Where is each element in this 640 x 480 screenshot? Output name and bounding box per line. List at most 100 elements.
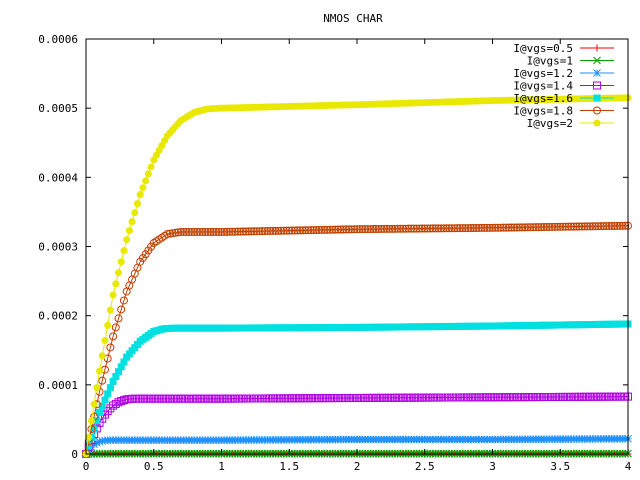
filled-square-marker bbox=[98, 402, 106, 410]
filled-circle-marker bbox=[96, 367, 104, 375]
circle-marker bbox=[222, 227, 231, 236]
filled-circle-marker bbox=[144, 170, 152, 178]
x-tick-label: 4 bbox=[625, 460, 632, 473]
x-tick-label: 0 bbox=[83, 460, 90, 473]
circle-marker bbox=[190, 227, 199, 236]
filled-circle-marker bbox=[139, 184, 147, 192]
circle-marker bbox=[602, 222, 611, 231]
circle-marker bbox=[534, 223, 543, 232]
filled-square-marker bbox=[101, 396, 109, 404]
circle-marker bbox=[488, 223, 497, 232]
x-tick-label: 2 bbox=[354, 460, 361, 473]
filled-circle-marker bbox=[593, 119, 601, 127]
circle-marker bbox=[393, 224, 402, 233]
circle-marker bbox=[236, 227, 245, 236]
star-marker bbox=[90, 440, 98, 449]
circle-marker bbox=[431, 224, 440, 233]
circle-marker bbox=[496, 223, 505, 232]
filled-square-marker bbox=[117, 363, 125, 371]
circle-marker bbox=[447, 224, 456, 233]
circle-marker bbox=[266, 226, 275, 235]
circle-marker bbox=[428, 224, 437, 233]
circle-marker bbox=[350, 225, 359, 234]
circle-marker bbox=[539, 223, 548, 232]
star-marker bbox=[98, 437, 107, 445]
circle-marker bbox=[518, 223, 527, 232]
circle-marker bbox=[507, 223, 516, 232]
y-tick-label: 0.0003 bbox=[38, 241, 78, 254]
circle-marker bbox=[445, 224, 454, 233]
filled-circle-marker bbox=[117, 258, 125, 266]
circle-marker bbox=[621, 221, 630, 230]
square-marker bbox=[117, 397, 126, 406]
circle-marker bbox=[474, 223, 483, 232]
circle-marker bbox=[163, 230, 172, 239]
square-marker bbox=[114, 398, 123, 407]
filled-circle-marker bbox=[142, 177, 150, 185]
filled-square-marker bbox=[593, 94, 601, 102]
circle-marker bbox=[117, 305, 126, 314]
series-7 bbox=[82, 94, 632, 458]
circle-marker bbox=[285, 226, 294, 235]
y-tick-label: 0.0006 bbox=[38, 33, 78, 46]
circle-marker bbox=[537, 223, 546, 232]
series-2 bbox=[82, 449, 632, 458]
legend-label: I@vgs=1.4 bbox=[513, 80, 573, 93]
circle-marker bbox=[287, 226, 296, 235]
circle-marker bbox=[491, 223, 500, 232]
plus-marker bbox=[593, 44, 601, 52]
circle-marker bbox=[241, 227, 250, 236]
x-tick-label: 0.5 bbox=[144, 460, 164, 473]
filled-circle-marker bbox=[87, 417, 95, 425]
circle-marker bbox=[374, 224, 383, 233]
circle-marker bbox=[168, 229, 177, 238]
circle-marker bbox=[377, 224, 386, 233]
circle-marker bbox=[556, 222, 565, 231]
filled-circle-marker bbox=[106, 306, 114, 314]
circle-marker bbox=[390, 224, 399, 233]
circle-marker bbox=[277, 226, 286, 235]
legend-item-1: I@vgs=0.5 bbox=[513, 42, 614, 55]
filled-circle-marker bbox=[128, 218, 136, 226]
circle-marker bbox=[293, 226, 302, 235]
axis-layer: 0 0.5 1 1.5 2 2.5 3 3.5 4 0 0.0001 0.0002 0.0003 0.00… bbox=[38, 33, 631, 473]
circle-marker bbox=[353, 225, 361, 234]
circle-marker bbox=[401, 224, 410, 233]
circle-marker bbox=[553, 222, 562, 231]
x-tick-label: 2.5 bbox=[415, 460, 435, 473]
circle-marker bbox=[407, 224, 416, 233]
circle-marker bbox=[363, 225, 372, 234]
circle-marker bbox=[347, 225, 356, 234]
circle-marker bbox=[233, 227, 242, 236]
circle-marker bbox=[548, 222, 557, 231]
circle-marker bbox=[369, 225, 378, 234]
circle-marker bbox=[521, 223, 530, 232]
circle-marker bbox=[593, 106, 601, 115]
circle-marker bbox=[315, 225, 324, 234]
circle-marker bbox=[111, 323, 120, 332]
circle-marker bbox=[290, 226, 299, 235]
star-marker bbox=[593, 69, 601, 77]
circle-marker bbox=[184, 227, 193, 236]
circle-marker bbox=[575, 222, 584, 231]
circle-marker bbox=[182, 227, 191, 236]
circle-marker bbox=[412, 224, 421, 233]
circle-marker bbox=[258, 227, 267, 236]
legend-item-3: I@vgs=1.2 bbox=[513, 67, 614, 80]
y-tick-label: 0.0002 bbox=[38, 310, 78, 323]
legend-label: I@vgs=1.8 bbox=[513, 105, 573, 118]
star-marker bbox=[95, 437, 104, 446]
circle-marker bbox=[279, 226, 288, 235]
series-4 bbox=[82, 392, 632, 458]
filled-square-marker bbox=[104, 390, 112, 398]
circle-marker bbox=[187, 227, 196, 236]
filled-circle-marker bbox=[115, 269, 123, 277]
circle-marker bbox=[502, 223, 511, 232]
circle-marker bbox=[483, 223, 492, 232]
series-6 bbox=[82, 221, 632, 458]
circle-marker bbox=[209, 227, 218, 236]
circle-marker bbox=[203, 227, 212, 236]
circle-marker bbox=[260, 227, 269, 236]
circle-marker bbox=[567, 222, 576, 231]
